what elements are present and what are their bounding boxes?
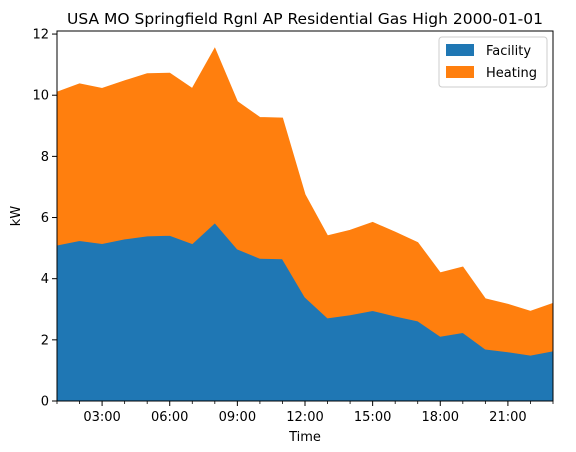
x-tick-label: 12:00 [286,410,323,425]
x-tick-label: 15:00 [354,410,391,425]
x-axis-ticks: 03:00 06:00 09:00 12:00 15:00 18:00 21:00 [56,401,554,425]
y-axis-label: kW [9,206,24,227]
x-tick-label: 03:00 [83,410,120,425]
legend-label-facility: Facility [486,44,531,59]
legend: Facility Heating [438,36,548,88]
y-tick-label: 2 [41,333,49,348]
x-tick-label: 18:00 [422,410,459,425]
x-axis-label: Time [288,430,321,445]
y-tick-label: 10 [32,89,49,104]
x-tick-label: 06:00 [151,410,188,425]
y-tick-label: 8 [41,150,49,165]
chart-title: USA MO Springfield Rgnl AP Residential G… [67,10,543,28]
legend-swatch-facility [446,44,474,56]
legend-label-heating: Heating [486,66,537,81]
y-tick-label: 4 [41,272,49,287]
y-tick-label: 0 [41,395,49,410]
y-axis-ticks: 0 2 4 6 8 10 12 [32,28,57,410]
x-tick-label: 09:00 [219,410,256,425]
chart-areas [56,47,554,402]
y-tick-label: 6 [41,211,49,226]
legend-swatch-heating [446,66,474,78]
x-tick-label: 21:00 [489,410,526,425]
y-tick-label: 12 [32,28,49,43]
